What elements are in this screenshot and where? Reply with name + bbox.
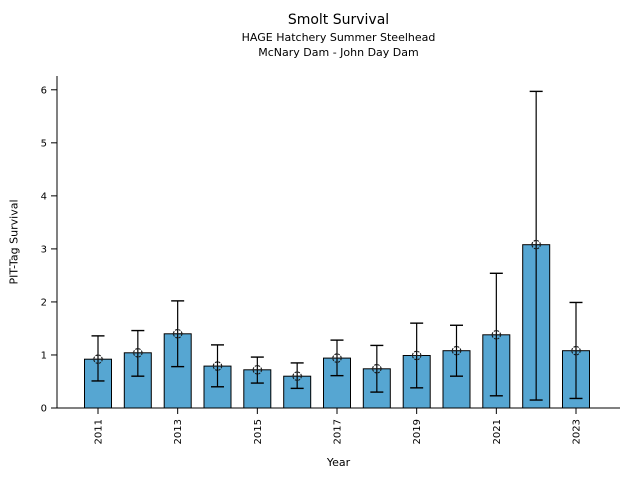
chart-subtitle-line1: HAGE Hatchery Summer Steelhead <box>241 31 436 44</box>
data-point-marker <box>292 371 302 381</box>
y-tick-label: 5 <box>41 138 47 149</box>
data-point-marker <box>372 364 382 374</box>
x-tick-label: 2017 <box>333 419 344 444</box>
x-tick-label: 2021 <box>492 419 503 444</box>
data-point-marker <box>252 365 263 375</box>
y-tick-label: 3 <box>41 244 47 255</box>
x-tick-label: 2019 <box>412 419 423 444</box>
y-tick-label: 4 <box>41 191 47 202</box>
data-point-marker <box>531 239 541 250</box>
data-point-marker <box>133 348 143 358</box>
x-axis-label: Year <box>326 456 351 469</box>
chart-subtitle-line2: McNary Dam - John Day Dam <box>258 46 419 59</box>
data-point-marker <box>411 350 422 361</box>
x-tick-label: 2023 <box>572 419 583 444</box>
y-tick-label: 0 <box>41 404 47 415</box>
x-tick-label: 2011 <box>94 419 105 444</box>
chart-title: Smolt Survival <box>287 12 390 28</box>
y-tick-label: 1 <box>41 350 47 361</box>
y-tick-label: 2 <box>41 297 47 308</box>
data-point-marker <box>93 354 103 364</box>
data-point-marker <box>451 345 462 356</box>
x-tick-label: 2013 <box>173 419 184 444</box>
data-point-marker <box>571 345 581 356</box>
data-point-marker <box>212 361 223 371</box>
data-point-marker <box>491 330 502 340</box>
y-axis-label: PIT-Tag Survival <box>7 199 21 285</box>
y-tick-label: 6 <box>41 85 47 96</box>
x-tick-label: 2015 <box>253 419 264 444</box>
data-point-marker <box>332 353 342 363</box>
data-point-marker <box>172 329 183 339</box>
